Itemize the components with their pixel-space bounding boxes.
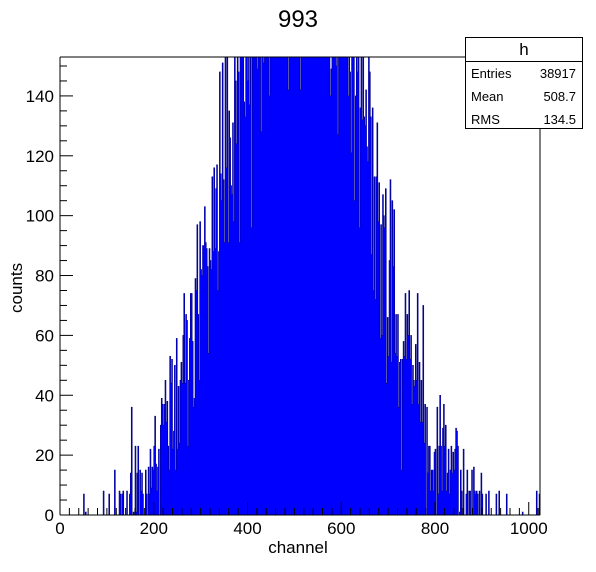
stats-value: 508.7 bbox=[543, 89, 576, 104]
stats-box: h Entries 38917 Mean 508.7 RMS 134.5 bbox=[465, 37, 583, 129]
x-axis-label: channel bbox=[0, 538, 596, 558]
x-tick-label: 200 bbox=[140, 519, 168, 538]
stats-row-mean: Mean 508.7 bbox=[466, 85, 582, 108]
x-tick-label: 400 bbox=[233, 519, 261, 538]
stats-key: Mean bbox=[471, 89, 504, 104]
stats-row-rms: RMS 134.5 bbox=[466, 108, 582, 131]
y-tick-label: 20 bbox=[35, 446, 54, 465]
stats-value: 38917 bbox=[539, 66, 576, 81]
axes: 0 200 400 600 800 1000 0 20 40 60 80 100 120 140 bbox=[26, 56, 548, 538]
y-axis-label-text: counts bbox=[7, 262, 26, 313]
y-tick-label: 120 bbox=[26, 147, 54, 166]
x-tick-label: 600 bbox=[327, 519, 355, 538]
stats-key: RMS bbox=[471, 112, 500, 127]
stats-key: Entries bbox=[471, 66, 512, 81]
stats-value: 134.5 bbox=[543, 112, 576, 127]
x-tick-label: 1000 bbox=[510, 519, 548, 538]
y-tick-label: 100 bbox=[26, 207, 54, 226]
y-tick-label: 0 bbox=[45, 506, 54, 525]
x-tick-label: 800 bbox=[421, 519, 449, 538]
y-tick-label: 140 bbox=[26, 87, 54, 106]
chart-title: 993 bbox=[277, 6, 319, 33]
y-tick-label: 60 bbox=[35, 326, 54, 345]
stats-row-entries: Entries 38917 bbox=[466, 62, 582, 85]
y-tick-label: 80 bbox=[35, 267, 54, 286]
x-tick-label: 0 bbox=[55, 519, 64, 538]
x-axis-label-text: channel bbox=[268, 538, 328, 557]
stats-box-name: h bbox=[466, 38, 582, 62]
y-tick-label: 40 bbox=[35, 386, 54, 405]
